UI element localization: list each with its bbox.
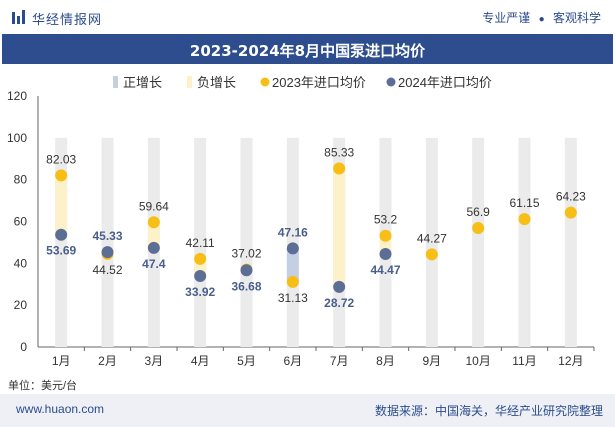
x-tick-label: 7月	[330, 354, 349, 368]
legend-label-0: 正增长	[123, 75, 162, 90]
legend-label-2: 2023年进口均价	[272, 75, 366, 90]
background-bar	[564, 137, 577, 347]
y-tick-label: 120	[7, 89, 27, 103]
legend-marker-2	[260, 77, 270, 87]
point-2024	[240, 264, 253, 277]
y-tick-label: 40	[14, 256, 28, 270]
point-2023	[564, 206, 577, 219]
point-2023	[472, 221, 485, 234]
label-2023: 44.27	[417, 231, 447, 245]
legend-marker-3	[386, 77, 396, 87]
label-2023: 56.9	[466, 205, 490, 219]
y-tick-label: 60	[14, 215, 28, 229]
label-2023: 37.02	[231, 247, 261, 261]
label-2023: 53.2	[374, 213, 398, 227]
x-tick-label: 5月	[237, 354, 256, 368]
x-tick-label: 1月	[52, 354, 71, 368]
tagline-right: 客观科学	[552, 11, 601, 25]
point-2023	[194, 252, 207, 265]
tagline-left: 专业严谨	[482, 11, 531, 25]
top-bar: 华经情报网 专业严谨 ● 客观科学	[0, 0, 615, 34]
y-tick-label: 20	[14, 298, 28, 312]
label-2023: 82.03	[46, 152, 76, 166]
y-tick-label: 100	[7, 131, 27, 145]
y-tick-label: 80	[14, 173, 28, 187]
label-2024: 47.16	[278, 225, 308, 239]
background-bar	[425, 137, 438, 347]
legend-swatch-1	[187, 76, 192, 88]
point-2023	[333, 162, 346, 175]
x-tick-label: 9月	[422, 354, 441, 368]
site-url[interactable]: www.huaon.com	[16, 402, 105, 416]
point-2023	[286, 275, 299, 288]
y-tick-label: 0	[20, 340, 27, 354]
brand-name: 华经情报网	[32, 12, 103, 27]
chart-area: 正增长 负增长 2023年进口均价 2024年进口均价 0 20 40 60 80 100 120 1…	[7, 75, 595, 368]
point-2024	[286, 242, 299, 255]
x-tick-label: 3月	[144, 354, 163, 368]
label-2024: 53.69	[46, 244, 76, 258]
background-bar	[194, 137, 207, 347]
label-2023: 64.23	[556, 190, 586, 204]
chart-title: 2023-2024年8月中国泵进口均价	[189, 42, 426, 60]
point-2023	[147, 216, 160, 229]
label-2024: 47.4	[142, 257, 166, 271]
point-2023	[379, 229, 392, 242]
background-bar	[101, 137, 114, 347]
tagline-separator: ●	[538, 14, 545, 25]
label-2023: 31.13	[278, 291, 308, 305]
x-tick-label: 10月	[465, 354, 490, 368]
negative-change-bar	[55, 175, 68, 235]
point-2024	[194, 270, 207, 283]
x-tick-label: 11月	[512, 354, 536, 368]
label-2024: 28.72	[324, 296, 354, 310]
background-bar	[518, 137, 531, 347]
negative-change-bar	[147, 222, 160, 248]
tagline: 专业严谨 ● 客观科学	[482, 9, 601, 26]
point-2023	[518, 213, 531, 226]
title-bar: 2023-2024年8月中国泵进口均价	[2, 34, 613, 64]
label-2023: 61.15	[509, 196, 539, 210]
point-2024	[379, 247, 392, 260]
point-2024	[147, 241, 160, 254]
point-2024	[55, 228, 68, 241]
footer: www.huaon.com 数据来源：中国海关，华经产业研究院整理	[0, 394, 615, 427]
label-2024: 44.47	[370, 263, 400, 277]
point-2023	[425, 248, 438, 261]
label-2023: 42.11	[186, 236, 215, 250]
background-bar	[240, 137, 253, 347]
unit-label: 单位：美元/台	[8, 380, 78, 392]
x-tick-label: 8月	[376, 354, 395, 368]
legend-swatch-0	[113, 76, 118, 88]
label-2024: 33.92	[185, 285, 215, 299]
x-tick-label: 6月	[283, 354, 302, 368]
point-2024	[333, 280, 346, 293]
bar-logo-icon	[12, 10, 25, 24]
x-tick-label: 12月	[558, 354, 583, 368]
x-tick-label: 4月	[191, 354, 210, 368]
label-2024: 36.68	[231, 279, 261, 293]
positive-change-bar	[286, 248, 299, 282]
legend-label-1: 负增长	[197, 75, 236, 90]
negative-change-bar	[333, 168, 346, 287]
data-source: 数据来源：中国海关，华经产业研究院整理	[374, 404, 603, 418]
label-2024: 45.33	[92, 229, 122, 243]
legend-label-3: 2024年进口均价	[398, 75, 492, 90]
label-2023: 59.64	[139, 199, 169, 213]
background-bar	[472, 137, 485, 347]
x-tick-label: 2月	[98, 354, 117, 368]
point-2023	[55, 169, 68, 182]
point-2024	[101, 246, 114, 259]
label-2023: 85.33	[324, 146, 354, 160]
background-bar	[55, 137, 68, 347]
label-2023: 44.52	[92, 263, 122, 277]
